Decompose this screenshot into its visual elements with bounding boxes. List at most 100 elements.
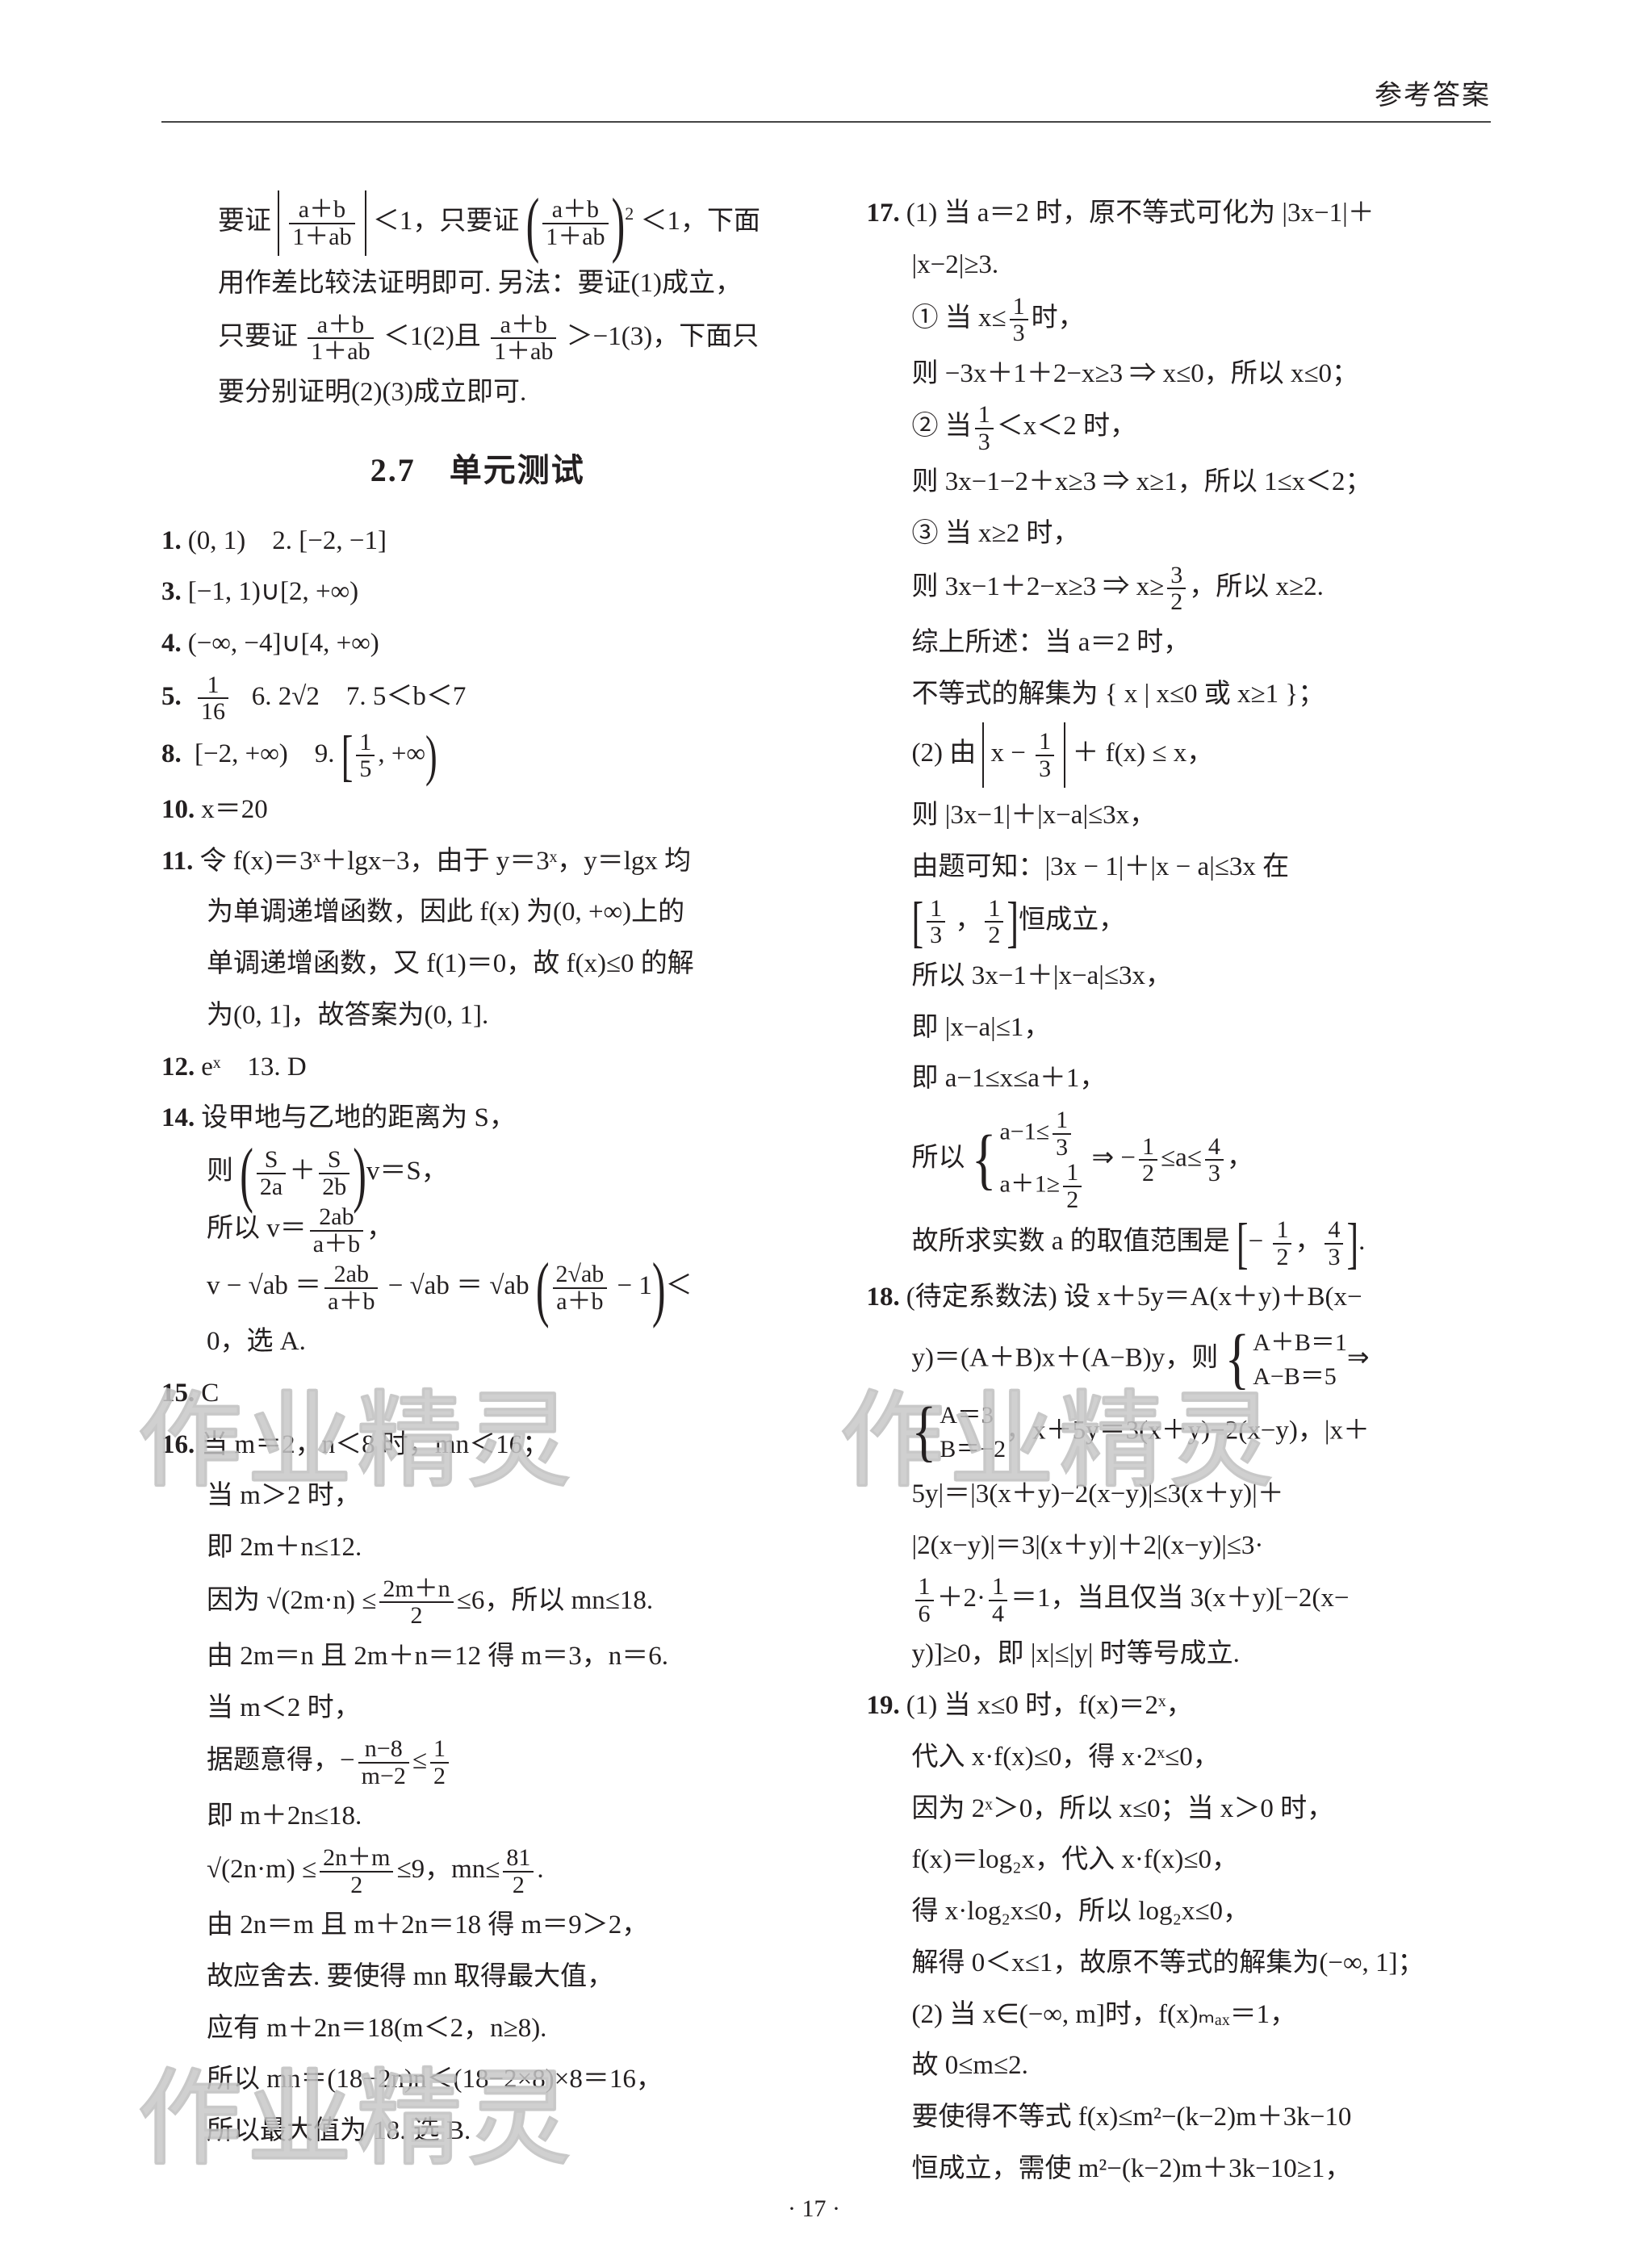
num: 2ab — [324, 1262, 378, 1289]
content-columns: 要证 a＋b1＋ab ＜1，只要证 (a＋b1＋ab)2 ＜1，下面 用作差比较… — [161, 186, 1499, 2198]
r17-l3: 则 −3x＋1＋2−x≥3 ⇒ x≤0，所以 x≤0； — [867, 351, 1500, 398]
den: 2 — [320, 1873, 393, 1898]
den: 1＋ab — [308, 339, 373, 365]
ans-14-l2: 则 (S2a＋S2b)v＝S， — [161, 1147, 794, 1199]
r17-l6: ③ 当 x≥2 时， — [867, 511, 1500, 558]
r18-l4: 5y|＝|3(x＋y)−2(x−y)|≤3(x＋y)|＋ — [867, 1471, 1500, 1518]
r19-l2: 代入 x·f(x)≤0，得 x·2ˣ≤0， — [867, 1734, 1500, 1781]
r19-l1: 19.(1) 当 x≤0 时，f(x)＝2ˣ， — [867, 1683, 1500, 1730]
ans-14-l3: 所以 v＝2aba＋b， — [161, 1204, 794, 1257]
num: a＋b — [289, 197, 354, 224]
ans-16-l8: 即 m＋2n≤18. — [161, 1793, 794, 1840]
txt: A＋B＝1 — [1253, 1329, 1347, 1356]
txt: A−B＝5 — [1253, 1363, 1337, 1390]
den: 16 — [198, 699, 228, 725]
txt: ＜1，下面 — [640, 207, 760, 236]
txt: ＜1，只要证 — [373, 207, 520, 236]
txt: [−1, 1)∪[2, +∞) — [188, 577, 358, 606]
r19-l9: 要使得不等式 f(x)≤m²−(k−2)m＋3k−10 — [867, 2094, 1500, 2141]
txt: 故所求实数 a 的取值范围是 — [912, 1227, 1230, 1256]
txt: a−1≤ — [999, 1118, 1049, 1144]
r17-l8: 综上所述：当 a＝2 时， — [867, 620, 1500, 667]
txt: ， — [1227, 1144, 1253, 1173]
txt: − — [1249, 1227, 1270, 1256]
txt: eˣ 13. D — [201, 1052, 307, 1082]
r19-l5: 得 x·log₂x≤0，所以 log₂x≤0， — [867, 1889, 1500, 1935]
txt: [−2, +∞) 9. — [195, 739, 341, 768]
txt: . — [537, 1855, 543, 1884]
txt: ＝1，当且仅当 3(x＋y)[−2(x− — [1011, 1584, 1349, 1613]
txt: ⇒ — [1347, 1343, 1370, 1372]
num: 2√ab — [553, 1262, 608, 1289]
txt: ② 当 — [912, 412, 972, 441]
den: 2 — [430, 1764, 449, 1789]
ans-16-l9: √(2n·m) ≤2n＋m2≤9，mn≤812. — [161, 1845, 794, 1898]
r17-l15: 即 |x−a|≤1， — [867, 1005, 1500, 1052]
ans-11-l2: 为单调递增函数，因此 f(x) 为(0, +∞)上的 — [161, 889, 794, 936]
txt: A＝3 — [940, 1402, 994, 1429]
r17-l13: [13 ，12]恒成立， — [867, 896, 1500, 948]
den: 1＋ab — [289, 224, 354, 250]
ans-16-l14: 所以最大值为 18. 选 B. — [161, 2108, 794, 2155]
txt: √(2n·m) ≤ — [207, 1855, 316, 1884]
den: 1＋ab — [491, 339, 556, 365]
den: m−2 — [358, 1764, 409, 1789]
txt: 只要证 — [218, 322, 298, 351]
txt: ，x＋5y＝3(x＋y)−2(x−y)，|x＋ — [1006, 1416, 1370, 1445]
den: 2 — [503, 1873, 534, 1898]
ans-16-l2: 当 m＞2 时， — [161, 1473, 794, 1520]
r17-l5: 则 3x−1−2＋x≥3 ⇒ x≥1，所以 1≤x＜2； — [867, 459, 1500, 506]
txt: ＜ — [666, 1271, 693, 1300]
txt: ≤9，mn≤ — [396, 1855, 500, 1884]
num: 4 — [1325, 1217, 1343, 1245]
den: a＋b — [310, 1232, 363, 1257]
txt: ， — [366, 1214, 393, 1243]
ans-16-l7: 据题意得，−n−8m−2≤12 — [161, 1736, 794, 1789]
txt: ⇒ − — [1092, 1144, 1136, 1173]
txt: (1) 当 a＝2 时，原不等式可化为 |3x−1|＋ — [906, 199, 1375, 228]
num: 1 — [1139, 1134, 1157, 1161]
txt: ≤a≤ — [1161, 1144, 1202, 1173]
txt: B＝−2 — [940, 1436, 1006, 1462]
abs-frac: a＋b1＋ab — [278, 190, 366, 256]
num: 1 — [985, 896, 1003, 923]
txt: 恒成立， — [1019, 906, 1125, 935]
page-number: · 17 · — [0, 2195, 1628, 2223]
num: 1 — [1063, 1160, 1082, 1187]
txt: ＋2· — [937, 1584, 986, 1613]
den: 3 — [1325, 1245, 1343, 1270]
num: 2m＋n — [379, 1576, 453, 1604]
num: S — [257, 1147, 286, 1174]
ans-3: 3.[−1, 1)∪[2, +∞) — [161, 569, 794, 616]
left-intro-line4: 要分别证明(2)(3)成立即可. — [161, 370, 794, 416]
num: a＋b — [542, 197, 608, 224]
num: 1 — [915, 1574, 934, 1601]
r18-l1: 18.(待定系数法) 设 x＋5y＝A(x＋y)＋B(x− — [867, 1274, 1500, 1321]
r19-l10: 恒成立，需使 m²−(k−2)m＋3k−10≥1， — [867, 2146, 1500, 2193]
r19-l6: 解得 0＜x≤1，故原不等式的解集为(−∞, 1]； — [867, 1940, 1500, 1987]
ans-8-9: 8. [−2, +∞) 9. [15, +∞) — [161, 730, 794, 782]
num: a＋b — [308, 312, 373, 340]
den: 3 — [1053, 1135, 1071, 1161]
num: 1 — [356, 730, 375, 757]
txt: , +∞ — [378, 739, 425, 768]
r17-l4: ② 当13＜x＜2 时， — [867, 402, 1500, 454]
num: 1 — [927, 896, 945, 923]
r17-l12: 由题可知：|3x − 1|＋|x − a|≤3x 在 — [867, 844, 1500, 891]
num: 4 — [1205, 1134, 1224, 1161]
den: 6 — [915, 1601, 934, 1627]
r17-l7: 则 3x−1＋2−x≥3 ⇒ x≥32，所以 x≥2. — [867, 563, 1500, 615]
r17-l1b: |x−2|≥3. — [867, 242, 1500, 289]
txt: 设甲地与乙地的距离为 S， — [201, 1103, 516, 1132]
ans-16-l3: 即 2m＋n≤12. — [161, 1525, 794, 1571]
num: a＋b — [491, 312, 556, 340]
ans-16-l4: 因为 √(2m·n) ≤2m＋n2≤6，所以 mn≤18. — [161, 1576, 794, 1629]
r17-l9: 不等式的解集为 { x | x≤0 或 x≥1 }； — [867, 672, 1500, 718]
den: 2 — [1273, 1245, 1291, 1270]
num: 1 — [975, 402, 994, 429]
r19-l8: 故 0≤m≤2. — [867, 2043, 1500, 2090]
txt: (2) 由 — [912, 739, 983, 768]
txt: ＋ f(x) ≤ x， — [1072, 739, 1213, 768]
txt: 要证 — [218, 207, 271, 236]
r18-l3: {A＝3B＝−2，x＋5y＝3(x＋y)−2(x−y)，|x＋ — [867, 1399, 1500, 1467]
